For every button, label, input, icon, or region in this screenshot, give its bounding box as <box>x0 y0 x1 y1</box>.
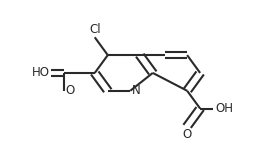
Text: O: O <box>66 84 75 97</box>
Text: OH: OH <box>215 102 233 115</box>
Text: HO: HO <box>32 66 50 79</box>
Text: N: N <box>132 84 141 97</box>
Text: O: O <box>183 128 192 141</box>
Text: Cl: Cl <box>89 23 101 36</box>
